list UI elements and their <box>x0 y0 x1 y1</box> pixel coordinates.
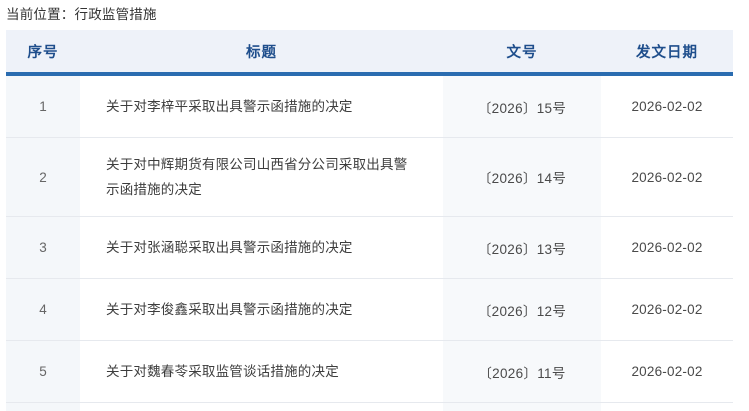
row-index: 1 <box>6 76 80 138</box>
row-docno: 〔2026〕10号 <box>443 402 601 411</box>
row-title-link[interactable]: 关于对李俊鑫采取出具警示函措施的决定 <box>106 302 353 317</box>
table-row[interactable]: 1 关于对李梓平采取出具警示函措施的决定 〔2026〕15号 2026-02-0… <box>6 76 733 138</box>
row-docno: 〔2026〕15号 <box>443 76 601 138</box>
column-header-no[interactable]: 序号 <box>6 30 80 72</box>
breadcrumb-text: 当前位置：行政监管措施 <box>6 7 157 22</box>
table-row[interactable]: 5 关于对魏春苓采取监管谈话措施的决定 〔2026〕11号 2026-02-02 <box>6 340 733 403</box>
row-title-link[interactable]: 关于对李梓平采取出具警示函措施的决定 <box>106 99 353 114</box>
column-header-date[interactable]: 发文日期 <box>601 30 733 72</box>
row-index: 2 <box>6 137 80 217</box>
row-title-cell[interactable]: 关于对李旭采取监管谈话措施的决定 <box>80 402 443 411</box>
row-title-cell[interactable]: 关于对李俊鑫采取出具警示函措施的决定 <box>80 278 443 341</box>
table-header-row: 序号 标题 文号 发文日期 <box>6 30 733 72</box>
row-date: 2026-02-02 <box>601 340 733 403</box>
row-docno: 〔2026〕11号 <box>443 340 601 403</box>
row-date: 2026-02-02 <box>601 76 733 138</box>
header-accent-rule-cell <box>6 72 733 76</box>
row-index: 5 <box>6 340 80 403</box>
row-title-cell[interactable]: 关于对中辉期货有限公司山西省分公司采取出具警示函措施的决定 <box>80 137 443 217</box>
table-header: 序号 标题 文号 发文日期 <box>6 30 733 76</box>
table-row[interactable]: 2 关于对中辉期货有限公司山西省分公司采取出具警示函措施的决定 〔2026〕14… <box>6 137 733 217</box>
table-row[interactable]: 6 关于对李旭采取监管谈话措施的决定 〔2026〕10号 2026-02-02 <box>6 402 733 411</box>
row-date: 2026-02-02 <box>601 137 733 217</box>
row-title-cell[interactable]: 关于对魏春苓采取监管谈话措施的决定 <box>80 340 443 403</box>
measures-table: 序号 标题 文号 发文日期 1 关于对李梓平采取出具警示函措施的决定 〔2026… <box>6 30 733 411</box>
row-title-link[interactable]: 关于对中辉期货有限公司山西省分公司采取出具警示函措施的决定 <box>106 157 408 197</box>
header-accent-rule <box>6 72 733 76</box>
row-index: 4 <box>6 278 80 341</box>
row-index: 3 <box>6 216 80 279</box>
row-title-link[interactable]: 关于对张涵聪采取出具警示函措施的决定 <box>106 240 353 255</box>
measures-table-container: 序号 标题 文号 发文日期 1 关于对李梓平采取出具警示函措施的决定 〔2026… <box>6 30 733 411</box>
row-title-cell[interactable]: 关于对张涵聪采取出具警示函措施的决定 <box>80 216 443 279</box>
row-date: 2026-02-02 <box>601 216 733 279</box>
column-header-docno[interactable]: 文号 <box>443 30 601 72</box>
table-row[interactable]: 3 关于对张涵聪采取出具警示函措施的决定 〔2026〕13号 2026-02-0… <box>6 216 733 279</box>
column-header-title[interactable]: 标题 <box>80 30 443 72</box>
row-title-link[interactable]: 关于对魏春苓采取监管谈话措施的决定 <box>106 364 339 379</box>
row-title-cell[interactable]: 关于对李梓平采取出具警示函措施的决定 <box>80 76 443 138</box>
row-index: 6 <box>6 402 80 411</box>
breadcrumb: 当前位置：行政监管措施 <box>6 0 157 30</box>
row-date: 2026-02-02 <box>601 402 733 411</box>
table-row[interactable]: 4 关于对李俊鑫采取出具警示函措施的决定 〔2026〕12号 2026-02-0… <box>6 278 733 341</box>
row-docno: 〔2026〕14号 <box>443 137 601 217</box>
row-date: 2026-02-02 <box>601 278 733 341</box>
row-docno: 〔2026〕12号 <box>443 278 601 341</box>
row-docno: 〔2026〕13号 <box>443 216 601 279</box>
table-body: 1 关于对李梓平采取出具警示函措施的决定 〔2026〕15号 2026-02-0… <box>6 76 733 411</box>
